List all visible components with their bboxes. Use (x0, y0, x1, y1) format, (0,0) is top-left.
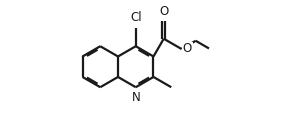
Text: Cl: Cl (130, 11, 141, 24)
Text: N: N (131, 91, 140, 104)
Text: O: O (183, 43, 192, 55)
Text: O: O (159, 5, 168, 18)
